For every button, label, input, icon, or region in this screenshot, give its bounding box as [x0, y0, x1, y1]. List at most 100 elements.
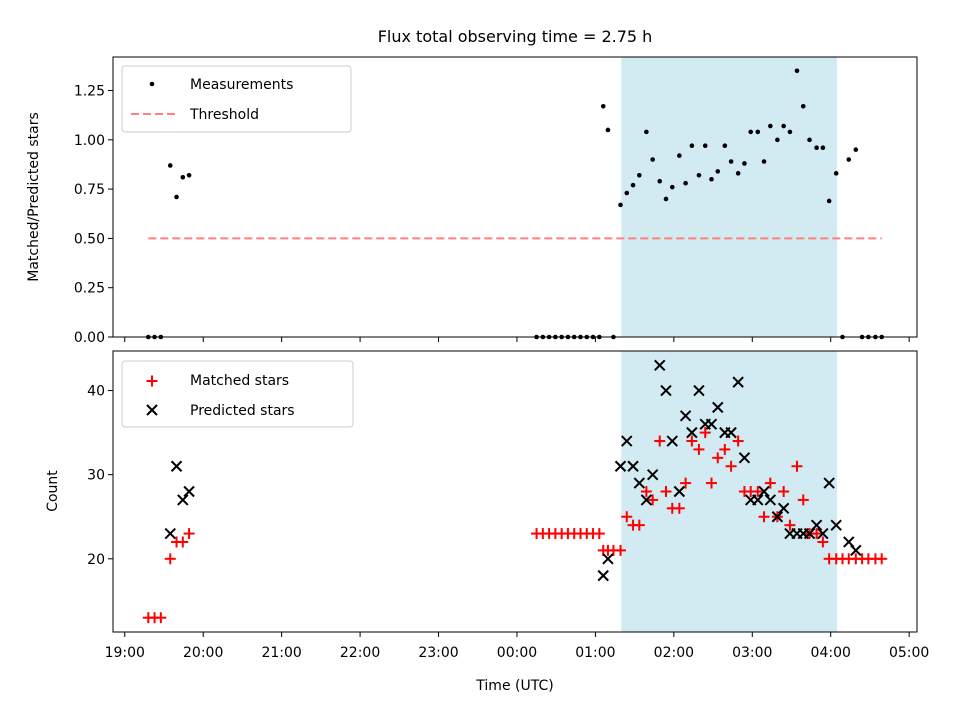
measurement-point [669, 184, 675, 190]
legend-predicted-marker [146, 404, 158, 416]
highlight-span-top [621, 57, 837, 337]
matched-star-point [752, 486, 764, 497]
measurement-point [167, 163, 173, 168]
predicted-star-point [686, 426, 698, 439]
measurement-point [683, 180, 688, 186]
top-y-tick-label: 0.75 [74, 182, 105, 198]
measurement-point [637, 173, 642, 178]
measurement-point [630, 182, 636, 188]
matched-star-point [164, 553, 176, 565]
matched-star-point [633, 519, 645, 531]
top-y-tick-label: 1.00 [74, 133, 105, 149]
measurement-point [735, 171, 741, 176]
matched-star-point [712, 452, 724, 464]
measurement-point [174, 194, 179, 200]
matched-star-point [725, 460, 737, 472]
measurement-point [709, 176, 714, 182]
measurement-point [742, 161, 747, 166]
x-tick-label: 20:00 [183, 645, 223, 661]
measurement-point [663, 196, 669, 202]
measurement-point [800, 103, 806, 109]
predicted-star-point [771, 511, 784, 523]
measurement-point [186, 173, 192, 178]
predicted-star-point [177, 494, 189, 506]
matched-star-point [654, 435, 666, 447]
x-tick-label: 03:00 [732, 645, 772, 661]
matched-star-point [621, 511, 633, 523]
measurement-point [600, 103, 606, 109]
measurement-point [696, 173, 702, 178]
top-x-ticks [124, 337, 910, 342]
x-tick-label: 02:00 [654, 645, 694, 661]
measurement-point [807, 137, 812, 143]
measurement-point [677, 153, 682, 158]
predicted-star-point [758, 485, 770, 498]
predicted-star-point [621, 435, 633, 447]
top-y-tick-label: 0.25 [74, 281, 105, 297]
measurement-point [781, 123, 786, 129]
legend-measurements-label: Measurements [190, 77, 293, 93]
top-y-ticks: 0.00 0.25 0.50 0.75 1.00 1.25 [74, 84, 113, 346]
x-tick-label: 05:00 [889, 645, 929, 661]
measurement-point [853, 147, 859, 152]
matched-star-point [811, 528, 823, 540]
predicted-star-point [712, 401, 724, 414]
predicted-star-point [810, 519, 823, 531]
top-y-axis-label: Matched/Predicted stars [26, 112, 42, 282]
top-y-tick-label: 0.00 [74, 330, 105, 346]
x-tick-label: 19:00 [105, 645, 145, 661]
matched-star-point [686, 435, 698, 447]
predicted-star-point [164, 527, 176, 540]
predicted-star-points [164, 359, 862, 582]
measurement-point [728, 159, 734, 164]
x-axis-label: Time (UTC) [475, 678, 553, 694]
bottom-legend-box [121, 360, 354, 428]
highlight-span-bottom [621, 351, 837, 632]
x-tick-label: 23:00 [418, 645, 458, 661]
matched-star-point [660, 486, 672, 497]
measurement-point [702, 143, 708, 149]
x-tick-label: 04:00 [811, 645, 851, 661]
bottom-axes-frame [112, 350, 918, 633]
matched-star-point [758, 511, 770, 523]
predicted-star-point [777, 502, 790, 515]
x-tick-label: 21:00 [261, 645, 301, 661]
top-y-tick-label: 1.25 [74, 84, 105, 100]
measurement-point [722, 143, 728, 149]
predicted-star-point [597, 569, 609, 582]
matched-star-point [778, 486, 790, 497]
predicted-star-point [633, 477, 646, 489]
matched-star-point [693, 443, 705, 455]
matched-star-point [876, 553, 888, 565]
predicted-star-point [725, 426, 737, 439]
measurement-point [605, 127, 611, 133]
matched-star-point [791, 460, 803, 472]
predicted-star-point [693, 384, 705, 397]
measurement-point [768, 123, 773, 129]
x-tick-label: 01:00 [575, 645, 615, 661]
measurement-point [755, 129, 761, 135]
top-legend-box [121, 65, 352, 133]
top-legend: Measurements Threshold [121, 65, 352, 133]
matched-star-point [797, 494, 809, 506]
measurement-point [820, 145, 826, 151]
legend-measurement-marker [149, 81, 155, 87]
matched-star-point [673, 502, 685, 514]
matched-star-point [732, 435, 744, 447]
bottom-y-tick-label: 30 [87, 468, 105, 484]
matched-star-point [705, 477, 717, 489]
predicted-star-point [705, 418, 718, 430]
predicted-star-point [817, 527, 829, 540]
matched-star-point [680, 477, 692, 489]
measurement-point [826, 198, 832, 204]
matched-star-point [817, 536, 829, 548]
bottom-y-tick-label: 20 [87, 552, 105, 568]
top-panel: 0.00 0.25 0.50 0.75 1.00 1.25 Matched/Predict… [26, 56, 918, 346]
predicted-star-point [823, 477, 835, 489]
top-axes-frame [112, 56, 918, 338]
predicted-star-point [666, 435, 678, 447]
predicted-star-point [646, 468, 659, 481]
measurement-point [775, 137, 780, 143]
measurement-point [689, 143, 695, 149]
